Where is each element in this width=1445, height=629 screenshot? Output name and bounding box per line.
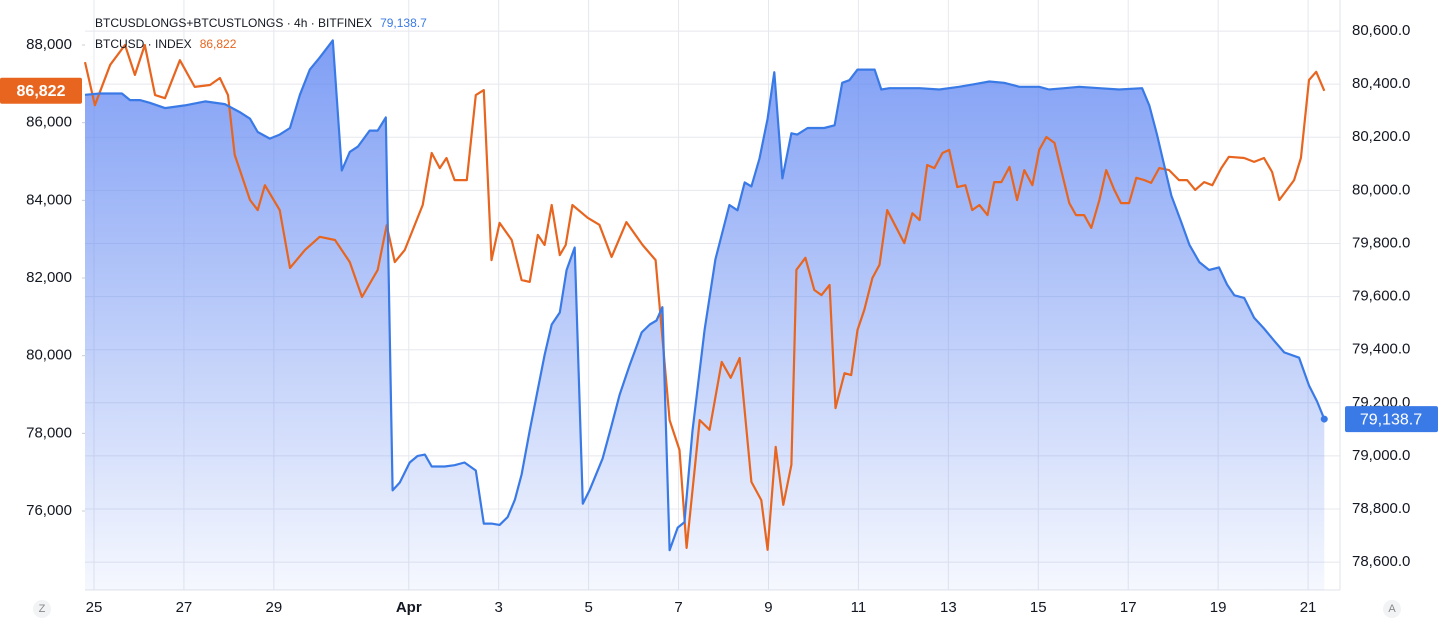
plot	[83, 39, 1328, 590]
axes: 25 27 29 Apr 3 5 7 9 11 13 15 17 19 21 78,600.0 78,800.…	[0, 22, 1438, 616]
x-tick-label: 7	[674, 599, 682, 616]
legend-name: BTCUSD · INDEX	[95, 37, 192, 51]
y2-tick-label: 78,800.0	[1352, 500, 1410, 517]
y-tick-label: 78,000	[26, 424, 72, 441]
x-tick-label: 27	[176, 599, 193, 616]
price-label: 79,138.7	[1360, 411, 1422, 428]
y-tick-label: 82,000	[26, 269, 72, 286]
y2-tick-label: 79,000.0	[1352, 447, 1410, 464]
x-tick-label: 9	[764, 599, 772, 616]
x-tick-label: 19	[1210, 599, 1227, 616]
x-tick-label: 17	[1120, 599, 1137, 616]
series-line	[84, 39, 1326, 552]
y-tick-label: 80,000	[26, 347, 72, 364]
x-tick-label: 15	[1030, 599, 1047, 616]
z-button[interactable]: Z	[39, 603, 46, 615]
y2-tick-label: 79,400.0	[1352, 341, 1410, 358]
legend-entry: BTCUSD · INDEX 86,822	[95, 37, 237, 51]
a-button[interactable]: A	[1388, 603, 1396, 615]
legend-value: 79,138.7	[380, 16, 427, 30]
y2-tick-label: 80,000.0	[1352, 181, 1410, 198]
last-point	[1320, 415, 1328, 423]
y-tick-label: 86,000	[26, 114, 72, 131]
price-label: 86,822	[17, 83, 66, 100]
x-tick-label: 29	[266, 599, 283, 616]
legend-value: 86,822	[200, 37, 237, 51]
price-box	[0, 77, 82, 104]
series-line	[83, 43, 1326, 551]
legend: BTCUSDLONGS+BTCUSTLONGS · 4h · BITFINEX 7…	[95, 16, 427, 51]
x-tick-label: 11	[851, 599, 867, 616]
button-bg[interactable]	[1383, 600, 1401, 618]
y2-tick-label: 80,400.0	[1352, 75, 1410, 92]
y2-tick-label: 80,200.0	[1352, 128, 1410, 145]
legend-entry: BTCUSDLONGS+BTCUSTLONGS · 4h · BITFINEX 7…	[95, 16, 427, 30]
y-tick-label: 84,000	[26, 191, 72, 208]
x-tick-label: 13	[940, 599, 957, 616]
y2-tick-label: 80,600.0	[1352, 22, 1410, 39]
y2-tick-label: 79,600.0	[1352, 288, 1410, 305]
x-tick-label: 5	[584, 599, 592, 616]
price-box	[1345, 406, 1438, 433]
x-tick-label: 3	[495, 599, 503, 616]
y-tick-label: 76,000	[26, 502, 72, 519]
x-tick-label: Apr	[396, 599, 422, 616]
x-tick-label: 21	[1300, 599, 1317, 616]
legend-name: BTCUSDLONGS+BTCUSTLONGS · 4h · BITFINEX	[95, 16, 372, 30]
y2-tick-label: 79,800.0	[1352, 234, 1410, 251]
area-fill	[85, 40, 1325, 590]
y-tick-label: 88,000	[26, 36, 72, 53]
x-tick-label: 25	[86, 599, 103, 616]
button-bg[interactable]	[33, 600, 51, 618]
y2-tick-label: 78,600.0	[1352, 553, 1410, 570]
